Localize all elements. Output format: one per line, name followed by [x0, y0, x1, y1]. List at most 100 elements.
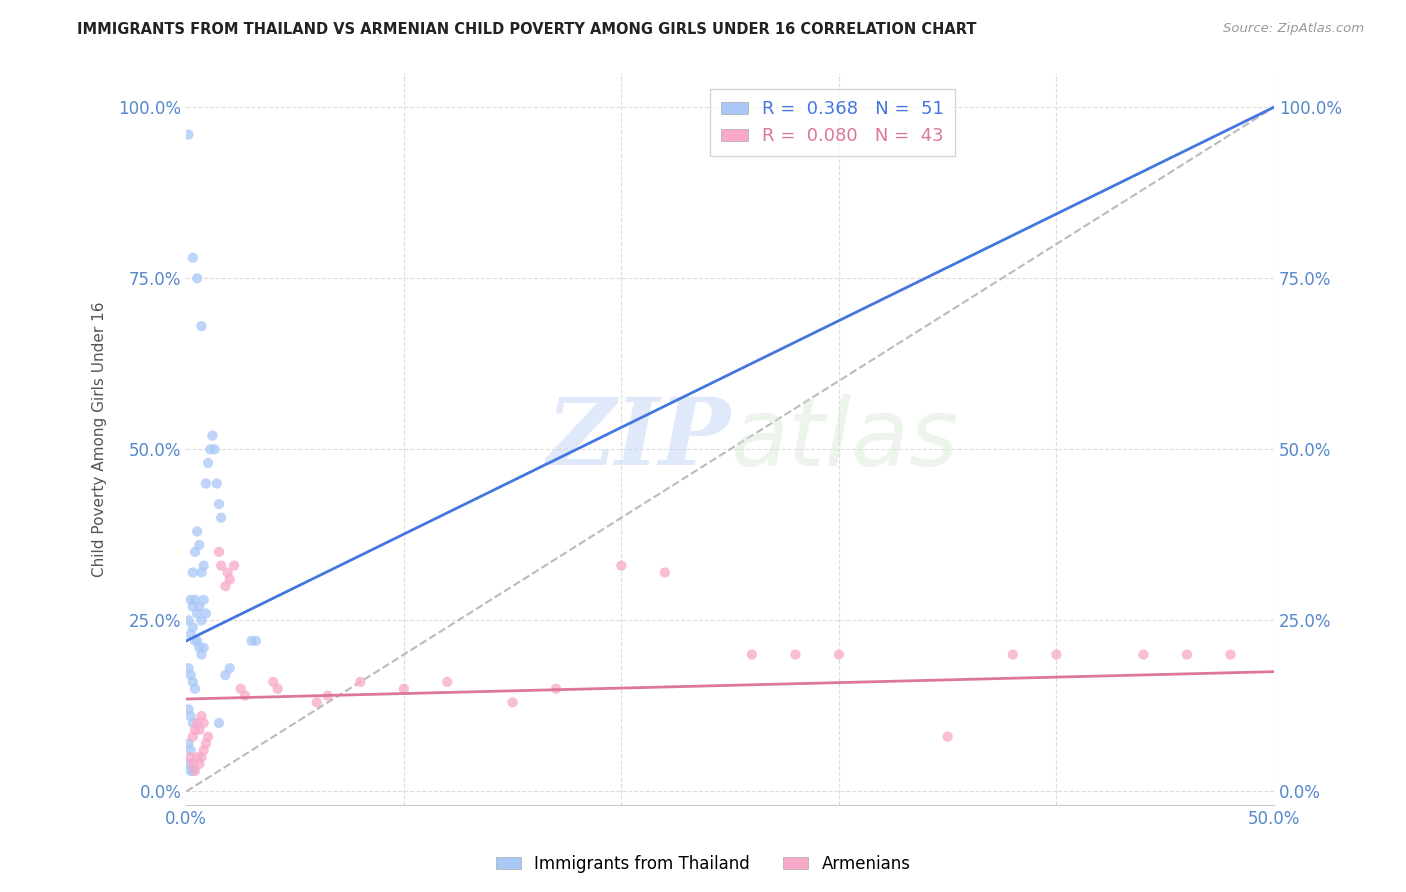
Point — [186, 607, 208, 621]
Point — [208, 545, 231, 559]
Point — [1001, 648, 1024, 662]
Point — [741, 648, 763, 662]
Point — [180, 764, 202, 778]
Point — [197, 730, 219, 744]
Point — [177, 757, 200, 772]
Point — [181, 599, 204, 614]
Point — [936, 730, 959, 744]
Point — [180, 743, 202, 757]
Point — [233, 689, 256, 703]
Point — [217, 566, 239, 580]
Point — [209, 558, 232, 573]
Point — [188, 538, 211, 552]
Point — [193, 716, 215, 731]
Point — [186, 271, 208, 285]
Point — [181, 251, 204, 265]
Point — [1219, 648, 1241, 662]
Point — [654, 566, 676, 580]
Point — [188, 757, 211, 772]
Point — [184, 592, 207, 607]
Text: atlas: atlas — [730, 393, 959, 484]
Point — [177, 702, 200, 716]
Text: IMMIGRANTS FROM THAILAND VS ARMENIAN CHILD POVERTY AMONG GIRLS UNDER 16 CORRELAT: IMMIGRANTS FROM THAILAND VS ARMENIAN CHI… — [77, 22, 977, 37]
Point — [193, 592, 215, 607]
Point — [190, 319, 212, 334]
Point — [177, 737, 200, 751]
Point — [186, 716, 208, 731]
Point — [785, 648, 807, 662]
Point — [181, 620, 204, 634]
Point — [177, 613, 200, 627]
Point — [180, 709, 202, 723]
Point — [218, 661, 240, 675]
Point — [180, 627, 202, 641]
Point — [184, 764, 207, 778]
Point — [190, 648, 212, 662]
Point — [184, 633, 207, 648]
Point — [240, 633, 263, 648]
Point — [1132, 648, 1154, 662]
Point — [305, 695, 328, 709]
Point — [245, 633, 267, 648]
Point — [181, 566, 204, 580]
Point — [188, 640, 211, 655]
Point — [262, 674, 284, 689]
Point — [209, 510, 232, 524]
Point — [190, 709, 212, 723]
Point — [180, 592, 202, 607]
Point — [502, 695, 524, 709]
Point — [186, 633, 208, 648]
Point — [208, 497, 231, 511]
Point — [194, 607, 217, 621]
Point — [184, 681, 207, 696]
Point — [214, 668, 236, 682]
Point — [610, 558, 633, 573]
Y-axis label: Child Poverty Among Girls Under 16: Child Poverty Among Girls Under 16 — [93, 301, 107, 577]
Text: Source: ZipAtlas.com: Source: ZipAtlas.com — [1223, 22, 1364, 36]
Point — [194, 476, 217, 491]
Point — [224, 558, 246, 573]
Point — [349, 674, 371, 689]
Point — [204, 442, 226, 457]
Point — [181, 730, 204, 744]
Point — [218, 572, 240, 586]
Point — [186, 750, 208, 764]
Point — [188, 599, 211, 614]
Legend: Immigrants from Thailand, Armenians: Immigrants from Thailand, Armenians — [489, 848, 917, 880]
Point — [184, 545, 207, 559]
Point — [316, 689, 339, 703]
Point — [190, 613, 212, 627]
Point — [197, 456, 219, 470]
Point — [188, 723, 211, 737]
Point — [177, 661, 200, 675]
Point — [181, 716, 204, 731]
Point — [205, 476, 228, 491]
Point — [180, 750, 202, 764]
Point — [180, 668, 202, 682]
Point — [193, 743, 215, 757]
Text: ZIP: ZIP — [546, 394, 730, 484]
Point — [190, 750, 212, 764]
Point — [266, 681, 288, 696]
Point — [194, 737, 217, 751]
Point — [200, 442, 222, 457]
Point — [229, 681, 252, 696]
Point — [181, 757, 204, 772]
Legend: R =  0.368   N =  51, R =  0.080   N =  43: R = 0.368 N = 51, R = 0.080 N = 43 — [710, 89, 955, 156]
Point — [201, 428, 224, 442]
Point — [193, 640, 215, 655]
Point — [1175, 648, 1198, 662]
Point — [214, 579, 236, 593]
Point — [828, 648, 851, 662]
Point — [177, 128, 200, 142]
Point — [186, 524, 208, 539]
Point — [208, 716, 231, 731]
Point — [181, 764, 204, 778]
Point — [184, 723, 207, 737]
Point — [181, 674, 204, 689]
Point — [436, 674, 458, 689]
Point — [1045, 648, 1067, 662]
Point — [193, 558, 215, 573]
Point — [190, 566, 212, 580]
Point — [546, 681, 568, 696]
